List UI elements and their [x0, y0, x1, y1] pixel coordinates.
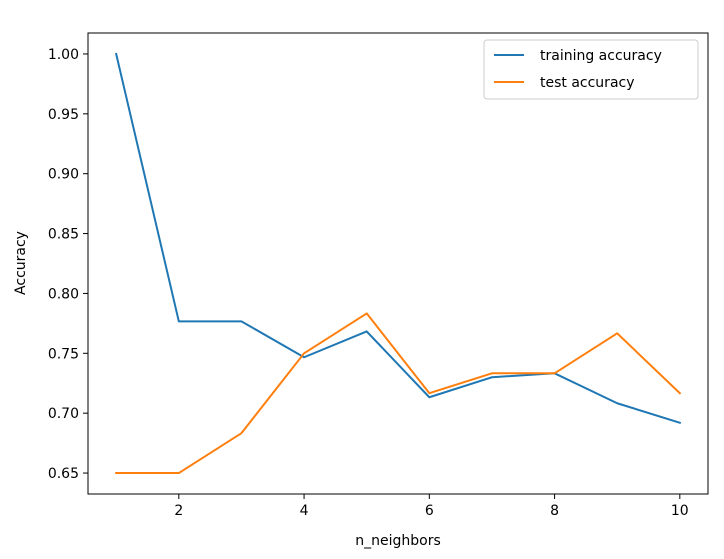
y-tick-label: 0.90 [48, 167, 79, 183]
y-tick-label: 1.00 [48, 47, 79, 63]
y-tick-label: 0.80 [48, 286, 79, 302]
x-tick-label: 4 [300, 503, 309, 519]
legend-label-training: training accuracy [540, 48, 662, 64]
legend-box [483, 39, 699, 100]
x-tick-label: 6 [425, 503, 434, 519]
series-line-training-accuracy [114, 52, 682, 425]
y-tick-label: 0.75 [48, 346, 79, 362]
legend: training accuracy test accuracy [483, 39, 699, 100]
y-tick-label: 0.65 [48, 466, 79, 482]
series-line-test-accuracy [115, 312, 682, 475]
legend-label-test: test accuracy [540, 75, 635, 91]
x-axis-title: n_neighbors [355, 533, 441, 549]
x-tick-label: 2 [174, 503, 183, 519]
y-axis-ticks: 0.65 0.70 0.75 0.80 0.85 0.90 0.95 1.00 [48, 47, 88, 482]
y-tick-label: 0.85 [48, 227, 79, 243]
y-tick-label: 0.95 [48, 107, 79, 123]
series-lines [114, 52, 682, 475]
x-tick-label: 8 [550, 503, 559, 519]
y-tick-label: 0.70 [48, 406, 79, 422]
x-tick-label: 10 [671, 503, 689, 519]
x-axis-ticks: 2 4 6 8 10 [174, 494, 689, 519]
plot-frame [87, 32, 709, 495]
y-axis-title: Accuracy [13, 231, 29, 295]
